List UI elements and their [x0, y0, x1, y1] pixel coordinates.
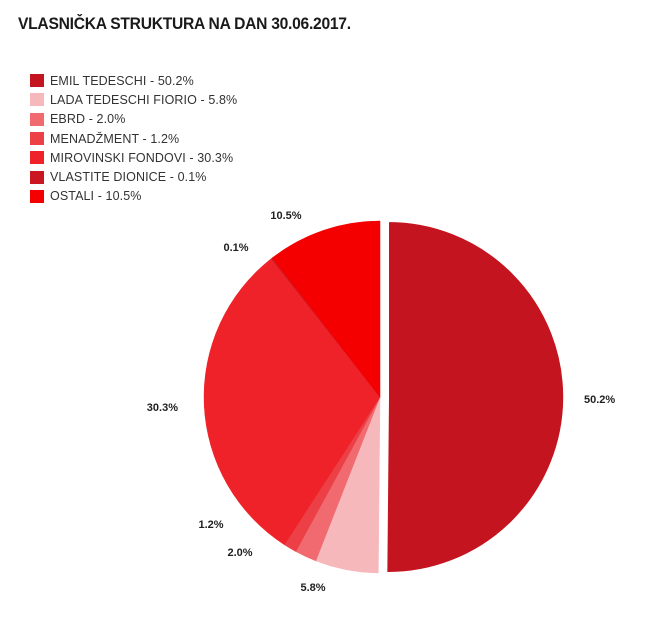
slice-label: 50.2%	[584, 394, 615, 406]
legend-swatch	[30, 132, 44, 146]
legend-item: MENADŽMENT - 1.2%	[30, 129, 237, 148]
pie-slice	[203, 258, 381, 546]
slice-label: 2.0%	[227, 547, 252, 559]
legend-swatch	[30, 189, 44, 203]
legend-item: EBRD - 2.0%	[30, 110, 237, 129]
slice-label: 10.5%	[270, 210, 301, 222]
legend-label: VLASTITE DIONICE - 0.1%	[50, 170, 207, 185]
legend-swatch	[30, 74, 44, 88]
legend-label: EBRD - 2.0%	[50, 112, 126, 127]
legend: EMIL TEDESCHI - 50.2% LADA TEDESCHI FIORI…	[30, 71, 237, 206]
pie-slice	[271, 220, 381, 398]
legend-swatch	[30, 170, 44, 184]
slice-label: 1.2%	[198, 519, 223, 531]
legend-label: MENADŽMENT - 1.2%	[50, 131, 180, 146]
legend-item: VLASTITE DIONICE - 0.1%	[30, 167, 237, 186]
chart-title: VLASNIČKA STRUKTURA NA DAN 30.06.2017.	[18, 14, 351, 33]
legend-item: MIROVINSKI FONDOVI - 30.3%	[30, 148, 237, 167]
legend-swatch	[30, 151, 44, 165]
slice-label: 30.3%	[147, 402, 178, 414]
legend-swatch	[30, 93, 44, 107]
legend-swatch	[30, 112, 44, 126]
legend-item: LADA TEDESCHI FIORIO - 5.8%	[30, 90, 237, 109]
legend-item: EMIL TEDESCHI - 50.2%	[30, 71, 237, 90]
legend-label: MIROVINSKI FONDOVI - 30.3%	[50, 150, 234, 165]
legend-item: OSTALI - 10.5%	[30, 187, 237, 206]
legend-label: LADA TEDESCHI FIORIO - 5.8%	[50, 92, 238, 107]
slice-label: 5.8%	[300, 582, 325, 594]
legend-label: OSTALI - 10.5%	[50, 189, 142, 204]
slice-label: 0.1%	[223, 242, 248, 254]
legend-label: EMIL TEDESCHI - 50.2%	[50, 73, 194, 88]
pie-slice	[385, 219, 566, 574]
